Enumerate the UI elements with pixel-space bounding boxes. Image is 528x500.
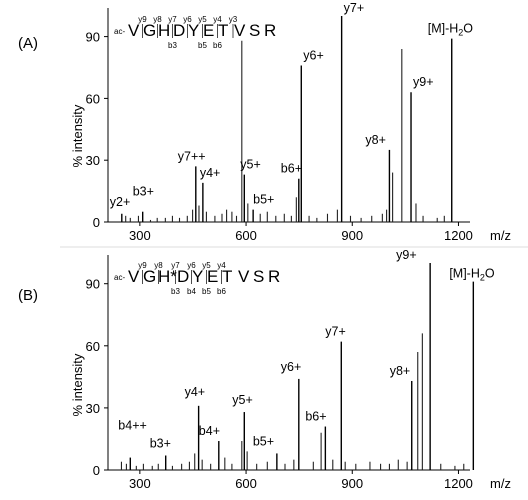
peak-label: y5+ bbox=[232, 393, 253, 407]
peak-label: y4+ bbox=[200, 166, 221, 180]
sequence-residue: S bbox=[253, 267, 264, 286]
sequence-y-ion: y4 bbox=[213, 15, 222, 24]
peak-label: b4++ bbox=[118, 419, 147, 433]
sequence-y-ion: y9 bbox=[138, 15, 147, 24]
sequence-residue: Y bbox=[192, 267, 203, 286]
peak-label: b3+ bbox=[133, 185, 154, 199]
peak-label: y6+ bbox=[303, 48, 324, 62]
sequence-residue: G bbox=[143, 267, 156, 286]
sequence-y-ion: y4 bbox=[217, 261, 226, 270]
y-tick-label: 60 bbox=[86, 91, 100, 106]
sequence-residue: H bbox=[158, 21, 170, 40]
sequence-y-ion: y5 bbox=[198, 15, 207, 24]
sequence-prefix: ac- bbox=[114, 27, 125, 36]
sequence-b-ion: b4 bbox=[187, 287, 196, 296]
panel-label: (B) bbox=[18, 287, 38, 304]
sequence-b-ion: b5 bbox=[198, 41, 207, 50]
sequence-residue: R bbox=[268, 267, 280, 286]
peak-label: b5+ bbox=[253, 193, 274, 207]
sequence-residue: D bbox=[173, 21, 185, 40]
y-tick-label: 60 bbox=[86, 339, 100, 354]
sequence-y-ion: y8 bbox=[154, 261, 163, 270]
sequence-residue: R bbox=[264, 21, 276, 40]
x-tick-label: 900 bbox=[341, 476, 363, 491]
sequence-residue: Y bbox=[188, 21, 199, 40]
sequence-y-ion: y6 bbox=[183, 15, 192, 24]
peak-label: y7+ bbox=[325, 325, 346, 339]
sequence-y-ion: y6 bbox=[187, 261, 196, 270]
x-tick-label: 600 bbox=[235, 228, 257, 243]
sequence-residue: G bbox=[143, 21, 156, 40]
sequence-b-ion: b6 bbox=[217, 287, 226, 296]
peak-label: [M]-H2O bbox=[449, 267, 495, 283]
sequence-residue: V bbox=[238, 267, 250, 286]
peak-label: y2+ bbox=[110, 195, 131, 209]
x-tick-label: 1200 bbox=[444, 228, 473, 243]
sequence-residue: V bbox=[128, 267, 140, 286]
sequence-y-ion: y7 bbox=[171, 261, 180, 270]
x-tick-label: 1200 bbox=[444, 476, 473, 491]
peak-label: y7++ bbox=[178, 149, 206, 163]
panel-b-spectrum: (B) % intensity 0 30 60 90 300 600 900 1200 m/z b4+… bbox=[18, 248, 511, 491]
x-tick-label: 900 bbox=[341, 228, 363, 243]
peak-label: y8+ bbox=[365, 133, 386, 147]
y-tick-label: 90 bbox=[86, 277, 100, 292]
peak-label: b3+ bbox=[150, 437, 171, 451]
peak-label: b5+ bbox=[253, 434, 274, 448]
sequence-b-ion: b5 bbox=[202, 287, 211, 296]
peak-label: y5+ bbox=[240, 158, 261, 172]
sequence-residue: E bbox=[207, 267, 218, 286]
sequence-b-ion: b6 bbox=[213, 41, 222, 50]
sequence-residue: D bbox=[177, 267, 189, 286]
sequence-residue: V bbox=[234, 21, 246, 40]
sequence-prefix: ac- bbox=[114, 273, 125, 282]
peak-label: b4+ bbox=[199, 424, 220, 438]
peak-label: y9+ bbox=[396, 248, 417, 262]
sequence-y-ion: y8 bbox=[153, 15, 162, 24]
y-axis-label: % intensity bbox=[70, 104, 85, 167]
x-unit-label: m/z bbox=[490, 476, 511, 491]
peak-label: y4+ bbox=[185, 385, 206, 399]
x-unit-label: m/z bbox=[490, 228, 511, 243]
y-tick-label: 30 bbox=[86, 153, 100, 168]
sequence-residue: E bbox=[203, 21, 214, 40]
panel-label: (A) bbox=[18, 35, 38, 52]
y-tick-label: 30 bbox=[86, 401, 100, 416]
peak-label: y8+ bbox=[390, 364, 411, 378]
sequence-b-ion: b3 bbox=[171, 287, 180, 296]
peak-label: y7+ bbox=[344, 1, 365, 15]
x-tick-label: 600 bbox=[235, 476, 257, 491]
sequence-residue: S bbox=[249, 21, 260, 40]
peak-label: b6+ bbox=[305, 410, 326, 424]
sequence-residue: H* bbox=[158, 267, 177, 286]
x-tick-label: 300 bbox=[129, 476, 151, 491]
sequence-b-ion: b3 bbox=[168, 41, 177, 50]
peak-label: b6+ bbox=[281, 162, 302, 176]
y-tick-label: 90 bbox=[86, 30, 100, 45]
sequence-residue: T bbox=[218, 21, 228, 40]
y-tick-label: 0 bbox=[93, 463, 100, 478]
peak-label: y9+ bbox=[413, 75, 434, 89]
panel-a-spectrum: (A) % intensity 0 30 60 90 300 600 900 1200 m/z y2+… bbox=[18, 1, 511, 243]
sequence-residue: T bbox=[222, 267, 232, 286]
sequence-y-ion: y9 bbox=[138, 261, 147, 270]
peak-label: [M]-H2O bbox=[428, 22, 474, 38]
sequence-residue: V bbox=[128, 21, 140, 40]
peak-label: y6+ bbox=[281, 360, 302, 374]
y-tick-label: 0 bbox=[93, 215, 100, 230]
y-axis-label: % intensity bbox=[70, 353, 85, 416]
x-tick-label: 300 bbox=[129, 228, 151, 243]
sequence-y-ion: y5 bbox=[202, 261, 211, 270]
sequence-y-ion: y7 bbox=[168, 15, 177, 24]
sequence-y-ion: y3 bbox=[229, 15, 238, 24]
